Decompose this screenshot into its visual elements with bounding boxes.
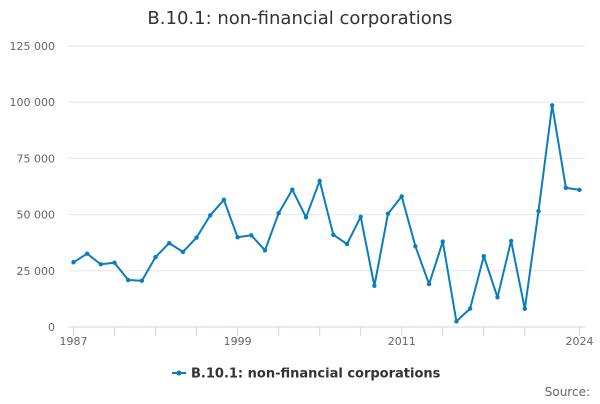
data-point[interactable] [508, 238, 514, 244]
data-point[interactable] [426, 281, 432, 287]
chart-title: B.10.1: non-financial corporations [147, 8, 452, 29]
data-point[interactable] [276, 211, 281, 216]
data-point[interactable] [71, 260, 76, 265]
data-point[interactable] [221, 197, 227, 202]
data-point[interactable] [399, 194, 404, 199]
data-point[interactable] [372, 283, 377, 289]
credits-text[interactable]: Source: [545, 385, 590, 399]
data-point[interactable] [577, 187, 582, 193]
data-point[interactable] [536, 209, 541, 214]
y-tick-label: 100 000 [10, 96, 56, 109]
data-point[interactable] [344, 241, 350, 247]
data-point[interactable] [180, 249, 186, 255]
data-point[interactable] [125, 277, 131, 283]
data-point[interactable] [358, 214, 363, 220]
data-point[interactable] [153, 254, 158, 260]
data-point[interactable] [262, 248, 268, 253]
series-layer [71, 103, 582, 324]
data-point[interactable] [139, 278, 145, 283]
y-tick-label: 25 000 [17, 265, 56, 278]
x-tick-label: 1987 [59, 335, 87, 348]
y-tick-label: 50 000 [17, 209, 56, 222]
data-point[interactable] [385, 211, 391, 216]
x-tick-label: 1999 [224, 335, 252, 348]
x-tick-label: 2011 [388, 335, 416, 348]
data-point[interactable] [112, 260, 117, 265]
data-point[interactable] [208, 213, 213, 218]
legend-marker-icon [176, 370, 182, 376]
grid-lines [68, 45, 585, 272]
data-point[interactable] [467, 306, 473, 311]
data-point[interactable] [317, 178, 322, 184]
data-point[interactable] [454, 319, 459, 324]
data-point[interactable] [303, 215, 309, 220]
axes: 0 25 000 50 000 75 000 100 000 125 000 1987 199… [10, 40, 594, 348]
data-point[interactable] [249, 233, 254, 238]
data-point[interactable] [84, 251, 90, 256]
data-point[interactable] [413, 244, 418, 249]
y-tick-label: 0 [48, 321, 55, 334]
data-point[interactable] [522, 306, 528, 311]
data-point[interactable] [440, 239, 445, 244]
data-point[interactable] [331, 232, 336, 238]
data-point[interactable] [167, 240, 172, 246]
data-point[interactable] [495, 295, 500, 300]
data-point[interactable] [563, 185, 569, 191]
legend[interactable]: B.10.1: non-financial corporations [172, 367, 441, 382]
data-point[interactable] [235, 235, 240, 240]
data-point[interactable] [290, 187, 295, 192]
legend-label[interactable]: B.10.1: non-financial corporations [191, 367, 441, 382]
y-tick-label: 75 000 [17, 152, 56, 165]
data-point[interactable] [481, 253, 486, 259]
data-point[interactable] [98, 262, 104, 267]
y-tick-label: 125 000 [10, 40, 56, 53]
x-tick-label: 2024 [566, 335, 594, 348]
series-line[interactable] [72, 104, 581, 323]
data-point[interactable] [194, 235, 199, 240]
data-point[interactable] [549, 103, 555, 108]
